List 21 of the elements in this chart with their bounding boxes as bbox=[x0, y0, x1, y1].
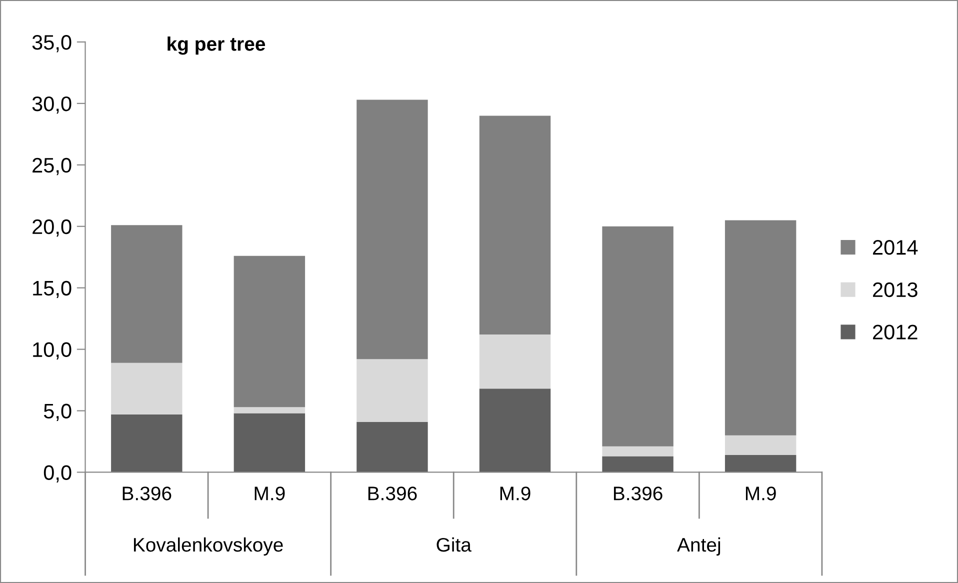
y-tick-label: 30,0 bbox=[32, 96, 72, 114]
y-axis-title: kg per tree bbox=[168, 36, 266, 55]
y-tick-label: 25,0 bbox=[32, 158, 72, 176]
legend-label: 2013 bbox=[873, 282, 918, 298]
x-tick-label: M.9 bbox=[254, 486, 285, 500]
legend-label: 2014 bbox=[873, 240, 918, 255]
x-tick-label: B.396 bbox=[122, 486, 172, 500]
x-tick-label: B.396 bbox=[368, 486, 417, 500]
text: Kovalenkovskoye bbox=[134, 537, 283, 556]
y-tick-label: 10,0 bbox=[33, 342, 72, 360]
x-tick-label: B.396 bbox=[614, 486, 662, 500]
legend-label: 2012 bbox=[873, 324, 918, 340]
x-tick-label: M.9 bbox=[500, 486, 530, 500]
text: Antej bbox=[677, 537, 720, 556]
x-tick-label: M.9 bbox=[746, 486, 776, 500]
y-tick-label: 5,0 bbox=[44, 404, 72, 421]
y-tick-label: 0,0 bbox=[44, 465, 72, 482]
y-tick-label: 20,0 bbox=[32, 219, 72, 237]
y-tick-label: 15,0 bbox=[33, 280, 72, 298]
text: Gita bbox=[436, 537, 472, 552]
y-tick-label: 35,0 bbox=[32, 34, 72, 52]
